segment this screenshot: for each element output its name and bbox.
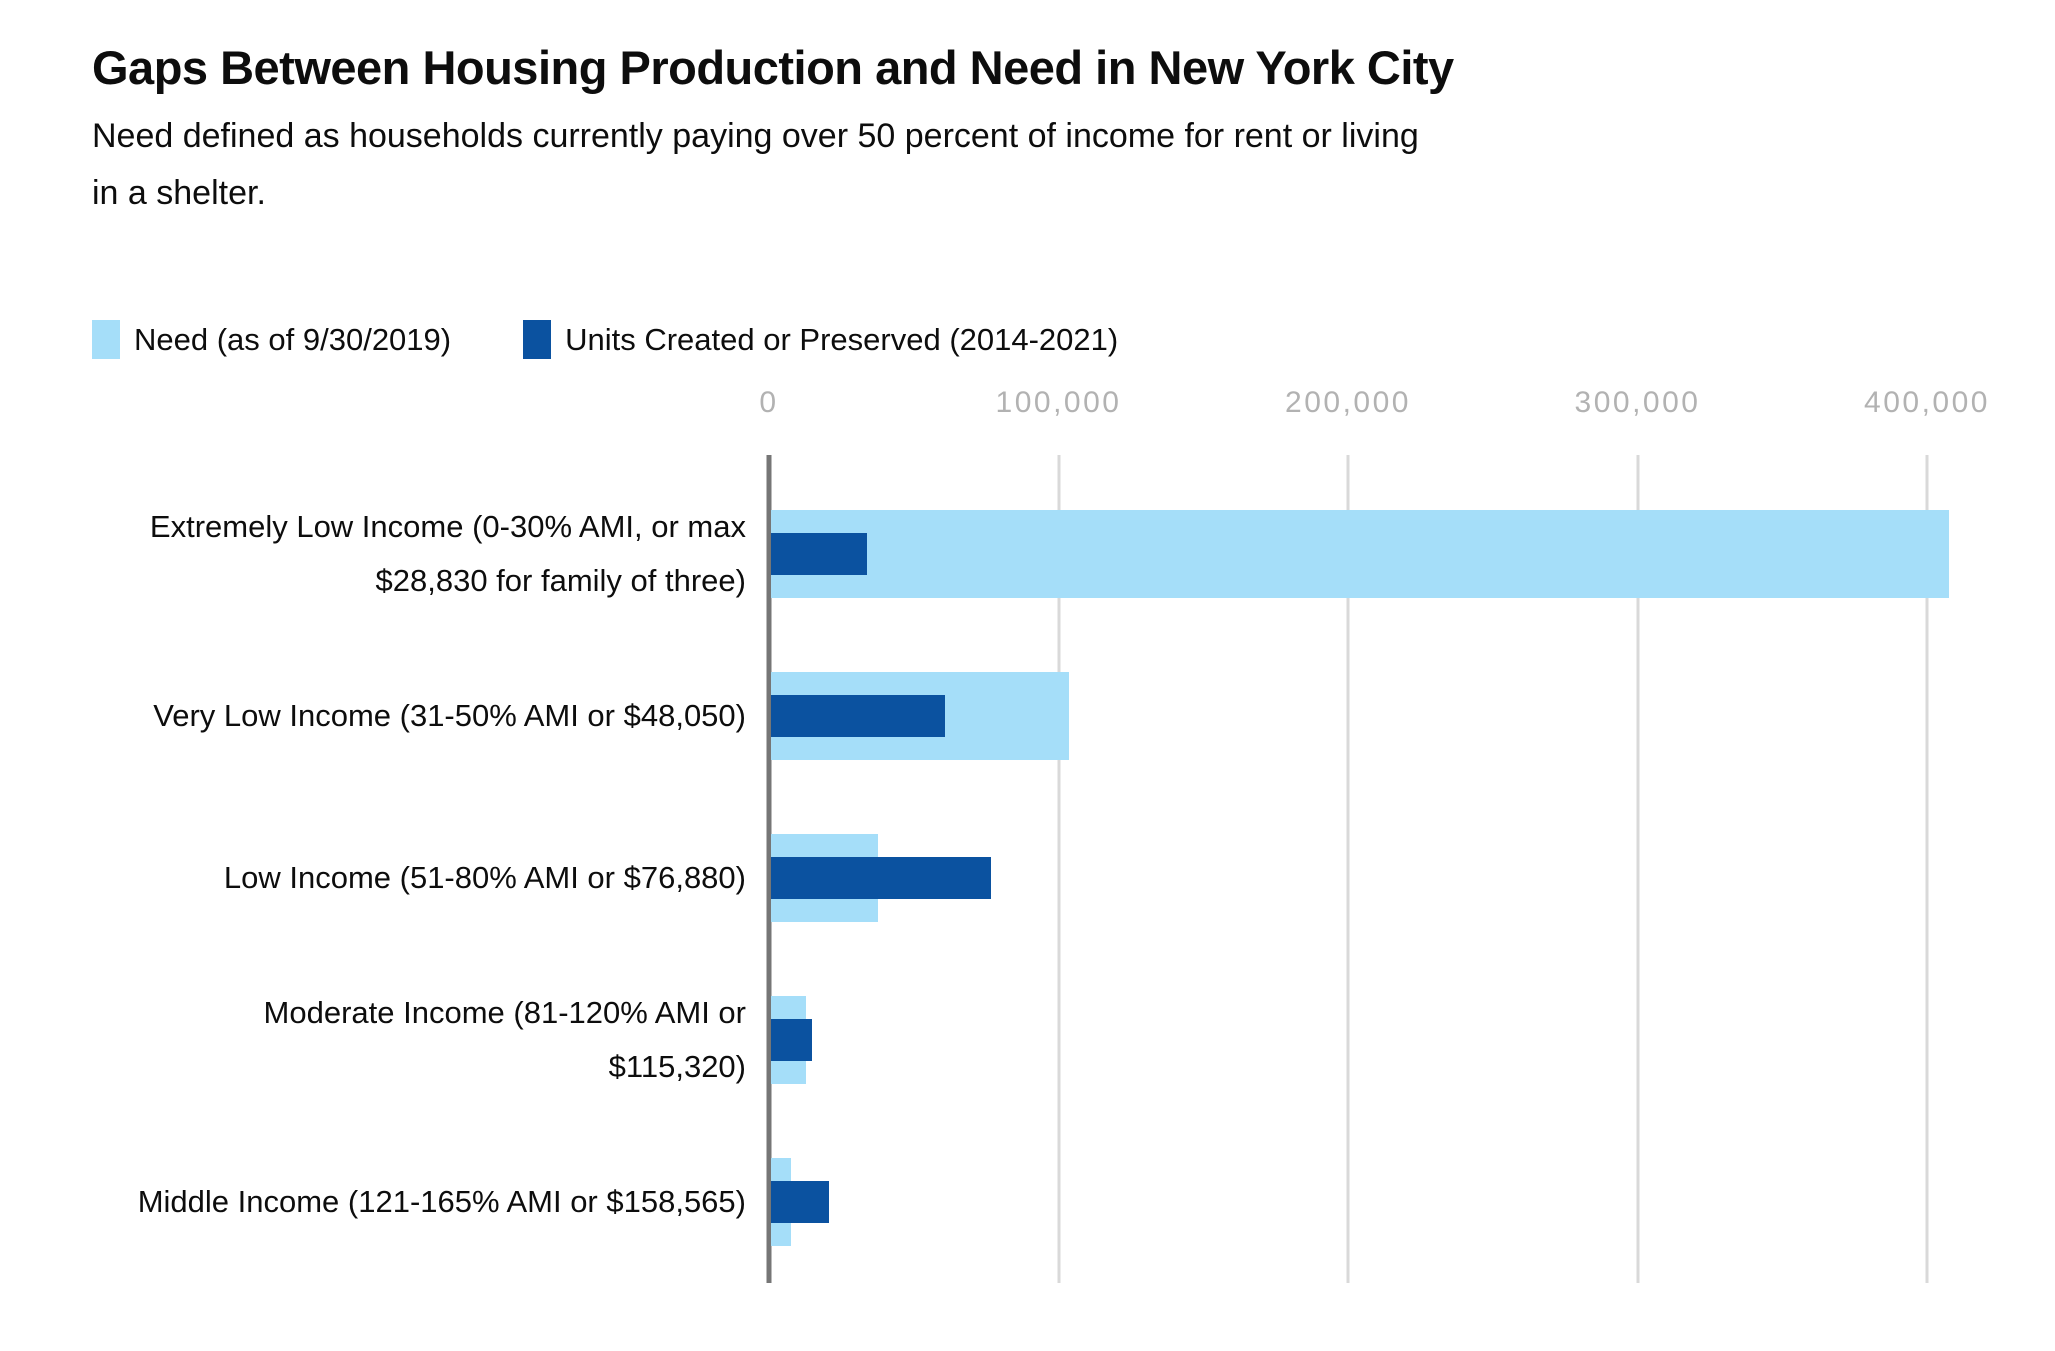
x-tick-label-200000: 200,000	[1285, 386, 1411, 419]
chart-title: Gaps Between Housing Production and Need…	[92, 41, 1454, 94]
units-bar-1	[771, 695, 945, 737]
chart-subtitle: Need defined as households currently pay…	[92, 117, 1419, 212]
y-axis-line	[766, 455, 772, 1283]
category-labels: Extremely Low Income (0-30% AMI, or max $…	[0, 455, 746, 1283]
plot-area	[0, 455, 2055, 1283]
need-legend-label: Need (as of 9/30/2019)	[134, 321, 452, 357]
category-label-1: Very Low Income (31-50% AMI or $48,050)	[153, 698, 746, 733]
units-bar-0	[771, 533, 867, 575]
gridline-400000	[1925, 455, 1929, 1283]
legend-item-need: Need (as of 9/30/2019)	[92, 320, 451, 359]
gridline-300000	[1636, 455, 1639, 1283]
units-legend-swatch	[523, 320, 552, 359]
x-tick-label-100000: 100,000	[995, 386, 1122, 419]
gridline-100000	[1057, 455, 1060, 1283]
need-bar-0	[771, 510, 1949, 598]
category-label-4: Middle Income (121-165% AMI or $158,565)	[137, 1184, 746, 1219]
units-bar-3	[771, 1019, 812, 1061]
units-bar-2	[771, 857, 991, 899]
x-tick-label-0: 0	[759, 386, 779, 419]
units-bar-4	[771, 1181, 829, 1223]
x-tick-label-300000: 300,000	[1574, 386, 1701, 419]
x-tick-label-400000: 400,000	[1864, 386, 1990, 419]
legend-item-units: Units Created or Preserved (2014-2021)	[523, 320, 1118, 359]
gridline-200000	[1346, 455, 1350, 1283]
category-label-0: Extremely Low Income (0-30% AMI, or max $…	[149, 509, 746, 598]
category-label-2: Low Income (51-80% AMI or $76,880)	[223, 860, 746, 895]
category-label-3: Moderate Income (81-120% AMI or $115,320)	[263, 995, 746, 1084]
units-legend-label: Units Created or Preserved (2014-2021)	[565, 321, 1119, 357]
legend: Need (as of 9/30/2019) Units Created or …	[92, 320, 1118, 359]
need-legend-swatch	[92, 320, 120, 359]
x-axis-ticks: 0 100,000 200,000 300,000 400,000	[0, 386, 2055, 422]
